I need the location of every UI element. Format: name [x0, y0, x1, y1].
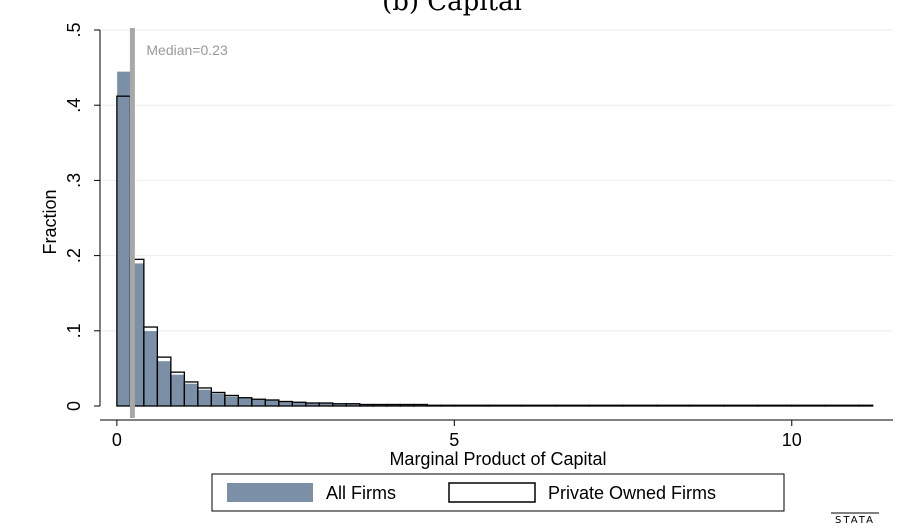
- y-tick-label-2: .2: [64, 248, 84, 263]
- y-tick-label-5: .5: [64, 22, 84, 37]
- y-tick-label-3: .3: [64, 173, 84, 188]
- series-private-owned-firms: [116, 95, 874, 407]
- bar-all-firms-10: [251, 398, 266, 407]
- bar-private-owned-firms-31: [656, 404, 692, 407]
- gridlines: [100, 29, 893, 332]
- bar-all-firms-8: [224, 395, 239, 407]
- bar-all-firms-0: [116, 71, 131, 407]
- bar-all-firms-12: [278, 401, 293, 407]
- y-tick-label-1: .1: [64, 323, 84, 338]
- bar-private-owned-firms-29: [588, 404, 624, 407]
- bar-all-firms-7: [211, 392, 226, 407]
- legend-swatch-all-firms: [227, 483, 313, 502]
- bar-private-owned-firms-28: [554, 404, 590, 407]
- bar-private-owned-firms-24: [440, 404, 455, 407]
- bar-private-owned-firms-27: [521, 404, 557, 407]
- bar-all-firms-2: [143, 330, 158, 407]
- x-axis-title: Marginal Product of Capital: [389, 449, 606, 469]
- bar-all-firms-6: [197, 389, 212, 407]
- legend-label-private-owned-firms: Private Owned Firms: [548, 483, 716, 503]
- median-label: Median=0.23: [146, 42, 228, 58]
- y-axis-ticks: 0 .1 .2 .3 .4 .5: [64, 22, 100, 411]
- bar-all-firms-11: [265, 399, 280, 407]
- bar-private-owned-firms-26: [487, 404, 523, 407]
- x-tick-label-1: 5: [449, 430, 459, 450]
- legend: All Firms Private Owned Firms: [211, 473, 785, 512]
- bar-all-firms-5: [184, 383, 199, 407]
- stata-watermark: STATA: [835, 515, 875, 526]
- bar-private-owned-firms-25: [453, 404, 489, 407]
- bar-private-owned-firms-23: [426, 404, 442, 407]
- x-tick-label-2: 10: [782, 430, 802, 450]
- y-tick-label-0: 0: [64, 401, 84, 411]
- bar-private-owned-firms-34: [757, 404, 793, 407]
- bar-private-owned-firms-32: [689, 404, 725, 407]
- y-axis-title: Fraction: [40, 189, 60, 254]
- bar-all-firms-3: [157, 360, 172, 407]
- bar-all-firms-4: [170, 374, 185, 407]
- y-tick-label-4: .4: [64, 98, 84, 113]
- legend-label-all-firms: All Firms: [326, 483, 396, 503]
- median-marker: Median=0.23: [129, 28, 228, 418]
- legend-swatch-private-owned-firms: [448, 482, 536, 503]
- bar-private-owned-firms-30: [622, 404, 658, 407]
- bar-all-firms-9: [238, 397, 253, 407]
- bar-private-owned-firms-36: [824, 404, 860, 407]
- bar-private-owned-firms-33: [723, 404, 759, 407]
- bar-private-owned-firms-37: [858, 404, 874, 407]
- chart-title: (b) Capital: [382, 0, 522, 17]
- bar-private-owned-firms-35: [791, 404, 827, 407]
- plot-area: [85, 24, 893, 420]
- x-axis-ticks: 0 5 10: [112, 420, 802, 450]
- x-tick-label-0: 0: [112, 430, 122, 450]
